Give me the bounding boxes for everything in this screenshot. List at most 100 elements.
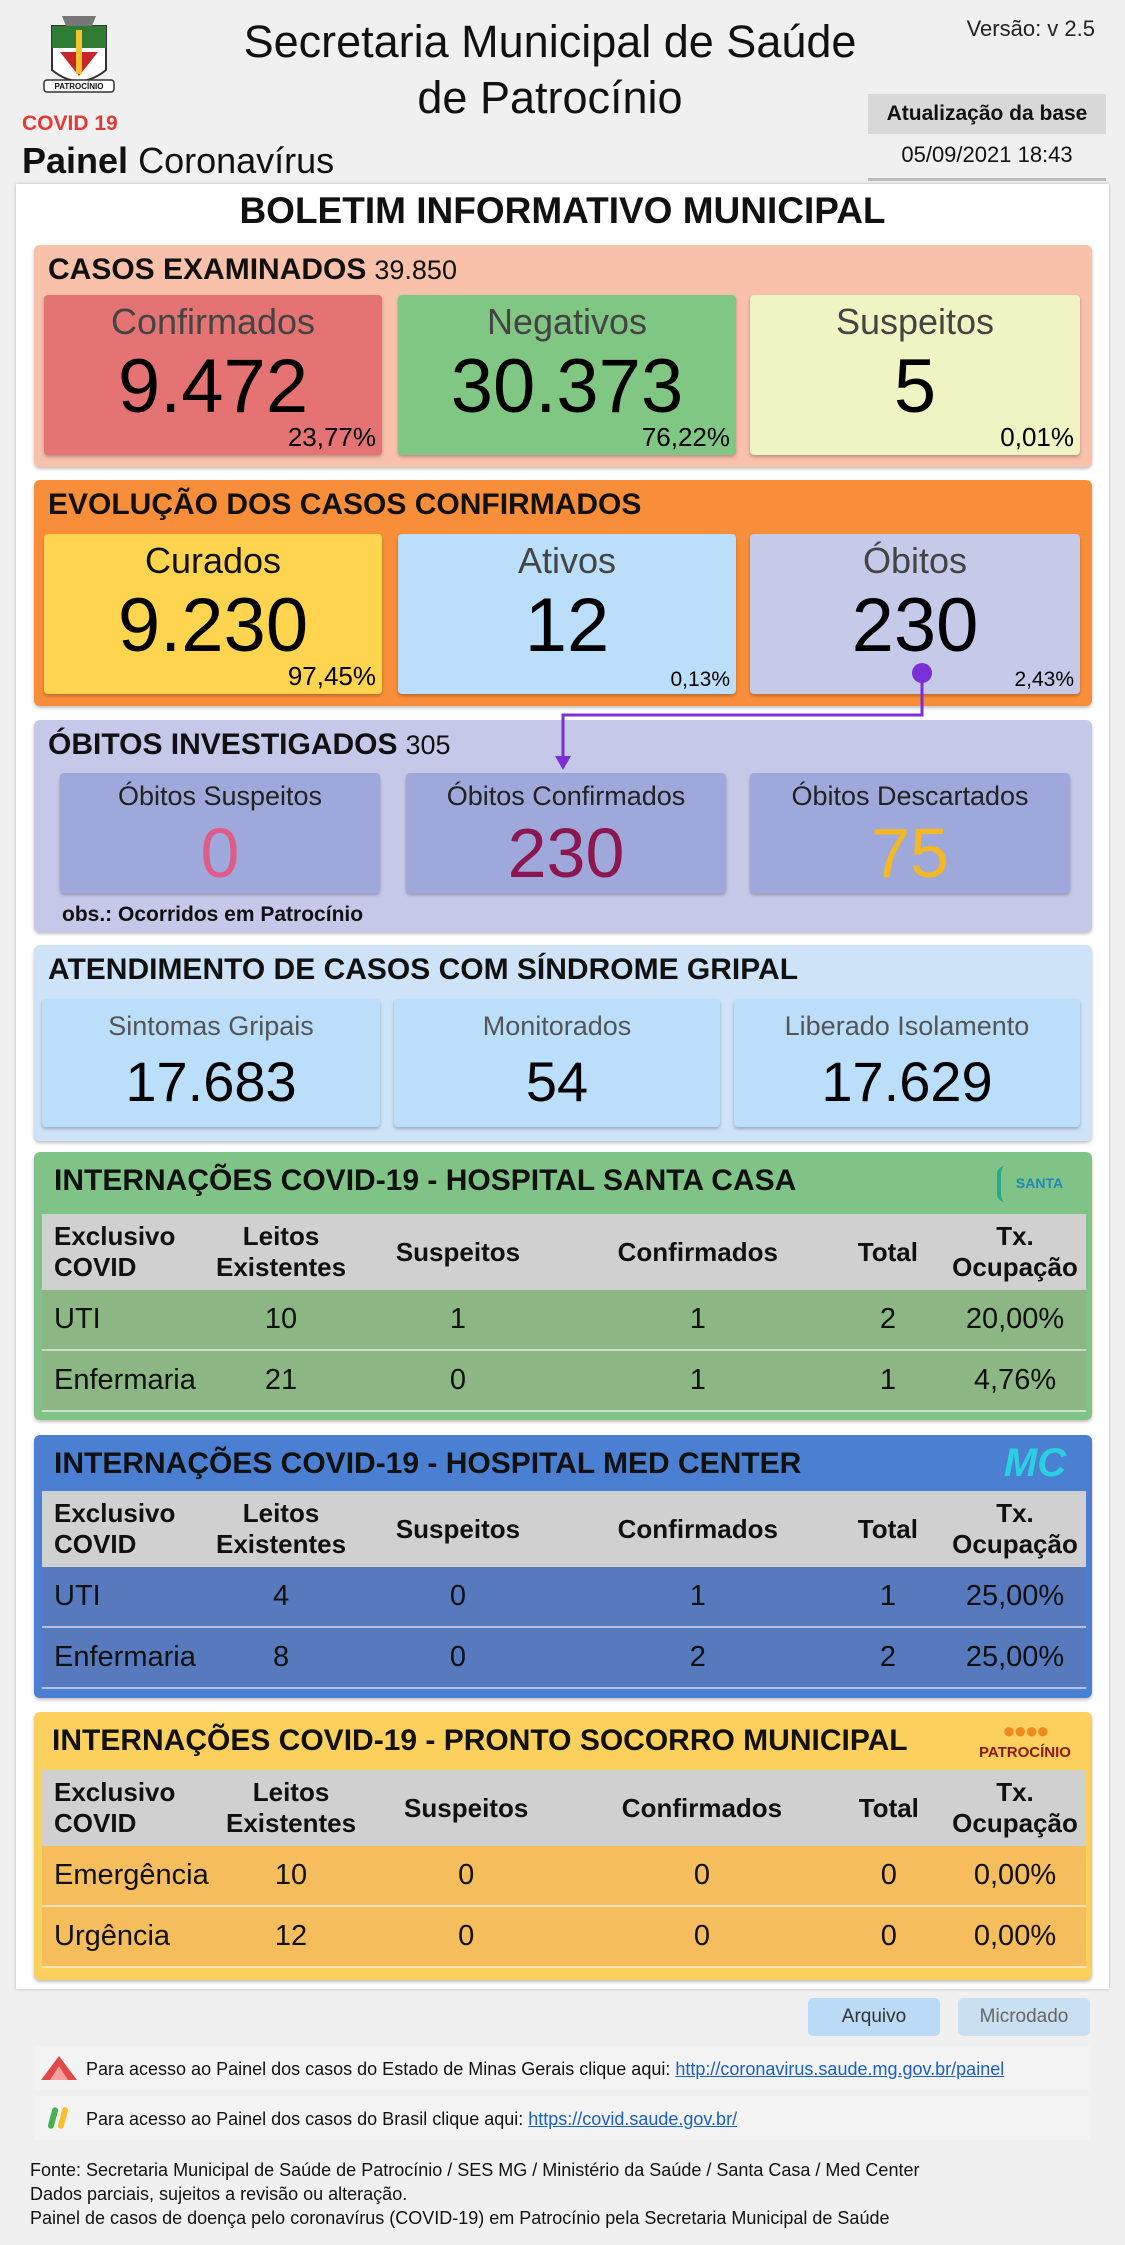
box-label: Óbitos Descartados bbox=[791, 781, 1029, 811]
box-label: Negativos bbox=[486, 301, 648, 342]
col-exclusivo: Exclusivo COVID bbox=[42, 1491, 210, 1567]
link-brasil[interactable]: https://covid.saude.gov.br/ bbox=[528, 2109, 738, 2129]
cell: Emergência bbox=[42, 1846, 220, 1907]
cell: Urgência bbox=[42, 1906, 220, 1968]
panel-title-rest: Coronavírus bbox=[138, 140, 335, 181]
liberado-isolamento-box: Liberado Isolamento 17.629 bbox=[734, 999, 1080, 1127]
footer-disclaimer: Dados parciais, sujeitos a revisão ou al… bbox=[30, 2184, 408, 2204]
col-exclusivo: Exclusivo COVID bbox=[42, 1770, 220, 1846]
cell: UTI bbox=[42, 1290, 210, 1351]
cell: 0 bbox=[833, 1906, 944, 1968]
link-mg[interactable]: http://coronavirus.saude.mg.gov.br/paine… bbox=[675, 2059, 1005, 2079]
table-row: UTI 4 0 1 1 25,00% bbox=[42, 1567, 1086, 1628]
obitos-confirmados-box: Óbitos Confirmados 230 bbox=[406, 773, 726, 893]
box-value: 9.230 bbox=[117, 583, 309, 668]
box-label: Óbitos Suspeitos bbox=[117, 781, 323, 811]
page-title: Secretaria Municipal de Saúde de Patrocí… bbox=[200, 14, 900, 126]
cell: 0 bbox=[352, 1567, 564, 1628]
box-value: 5 bbox=[893, 344, 937, 429]
col-ocupacao: Tx. Ocupação bbox=[944, 1770, 1086, 1846]
link-mg-label: Para acesso ao Painel dos casos do Estad… bbox=[86, 2059, 671, 2079]
box-label: Óbitos Confirmados bbox=[446, 781, 686, 811]
cell: 25,00% bbox=[944, 1627, 1086, 1689]
table-row: Enfermaria 8 0 2 2 25,00% bbox=[42, 1627, 1086, 1689]
cell: 1 bbox=[563, 1567, 832, 1628]
col-leitos: Leitos Existentes bbox=[210, 1214, 353, 1290]
table-row: Emergência 10 0 0 0 0,00% bbox=[42, 1846, 1086, 1907]
col-confirmados: Confirmados bbox=[563, 1214, 832, 1290]
microdado-button[interactable]: Microdado bbox=[958, 1998, 1090, 2036]
col-total: Total bbox=[831, 1491, 944, 1567]
table-header-row: Exclusivo COVID Leitos Existentes Suspei… bbox=[42, 1770, 1086, 1846]
footer-credit: Painel de casos de doença pelo coronavír… bbox=[30, 2208, 890, 2228]
monitorados-box: Monitorados 54 bbox=[394, 999, 720, 1127]
connector-arrow bbox=[555, 663, 932, 770]
panel-title: Painel Coronavírus bbox=[22, 140, 334, 182]
update-divider bbox=[868, 178, 1106, 181]
box-value: 75 bbox=[871, 814, 949, 892]
section-casos-examinados: CASOS EXAMINADOS 39.850 Confirmados 9.472… bbox=[34, 245, 1092, 467]
prefeitura-logo-text: PATROCÍNIO bbox=[979, 1744, 1071, 1761]
cell: Enfermaria bbox=[42, 1350, 210, 1412]
col-suspeitos: Suspeitos bbox=[362, 1770, 571, 1846]
casos-total: 39.850 bbox=[374, 255, 457, 285]
table-row: Urgência 12 0 0 0 0,00% bbox=[42, 1906, 1086, 1968]
box-label: Ativos bbox=[517, 540, 617, 581]
cell: 4 bbox=[210, 1567, 353, 1628]
suspeitos-box: Suspeitos 5 0,01% bbox=[750, 295, 1080, 455]
box-label: Confirmados bbox=[110, 301, 316, 342]
cell: 10 bbox=[210, 1290, 353, 1351]
cell: 2 bbox=[563, 1627, 832, 1689]
cell: 12 bbox=[220, 1906, 363, 1968]
link-row-text: Para acesso ao Painel dos casos do Brasi… bbox=[86, 2109, 737, 2130]
version-label: Versão: v 2.5 bbox=[966, 16, 1095, 41]
box-percent: 0,13% bbox=[670, 668, 730, 691]
obitos-title: ÓBITOS INVESTIGADOS bbox=[48, 728, 398, 761]
col-total: Total bbox=[831, 1214, 944, 1290]
box-label: Óbitos bbox=[862, 540, 968, 581]
cell: 0,00% bbox=[944, 1846, 1086, 1907]
box-label: Liberado Isolamento bbox=[784, 1011, 1030, 1041]
section-sindrome-gripal: ATENDIMENTO DE CASOS COM SÍNDROME GRIPAL… bbox=[34, 945, 1092, 1141]
box-value: 54 bbox=[525, 1050, 589, 1113]
obitos-total: 305 bbox=[405, 730, 451, 760]
col-ocupacao: Tx. Ocupação bbox=[944, 1214, 1086, 1290]
cell: 0 bbox=[362, 1906, 571, 1968]
cell: 25,00% bbox=[944, 1567, 1086, 1628]
box-percent: 76,22% bbox=[641, 422, 730, 452]
minas-gerais-icon bbox=[41, 2056, 77, 2080]
cell: 0 bbox=[570, 1846, 834, 1907]
box-value: 0 bbox=[200, 814, 240, 892]
cell: 21 bbox=[210, 1350, 353, 1412]
evolucao-title: EVOLUÇÃO DOS CASOS CONFIRMADOS bbox=[48, 488, 642, 521]
prefeitura-logo: ●●●● PATROCÍNIO bbox=[970, 1718, 1080, 1768]
ativos-box: Ativos 12 0,13% bbox=[398, 534, 736, 694]
col-leitos: Leitos Existentes bbox=[220, 1770, 363, 1846]
cell: 0 bbox=[570, 1906, 834, 1968]
cell: 1 bbox=[352, 1290, 564, 1351]
cell: 2 bbox=[831, 1290, 944, 1351]
box-percent: 97,45% bbox=[287, 661, 376, 691]
box-value: 17.683 bbox=[125, 1050, 297, 1113]
box-value: 9.472 bbox=[117, 344, 309, 429]
table-header-row: Exclusivo COVID Leitos Existentes Suspei… bbox=[42, 1214, 1086, 1290]
cell: 8 bbox=[210, 1627, 353, 1689]
municipal-crest-logo bbox=[38, 12, 120, 104]
crest-text: PATROCÍNIO bbox=[54, 82, 104, 91]
col-confirmados: Confirmados bbox=[563, 1491, 832, 1567]
box-value: 30.373 bbox=[450, 344, 684, 429]
link-brasil-label: Para acesso ao Painel dos casos do Brasi… bbox=[86, 2109, 524, 2129]
page-title-line1: Secretaria Municipal de Saúde bbox=[243, 16, 857, 67]
col-suspeitos: Suspeitos bbox=[352, 1491, 564, 1567]
section-pronto-socorro: INTERNAÇÕES COVID-19 - PRONTO SOCORRO MU… bbox=[34, 1712, 1092, 1980]
box-label: Sintomas Gripais bbox=[108, 1011, 314, 1041]
box-value: 17.629 bbox=[821, 1050, 993, 1113]
pronto-socorro-title: INTERNAÇÕES COVID-19 - PRONTO SOCORRO MU… bbox=[52, 1724, 908, 1757]
link-row-text: Para acesso ao Painel dos casos do Estad… bbox=[86, 2059, 1004, 2080]
cell: 1 bbox=[563, 1290, 832, 1351]
bulletin-title: BOLETIM INFORMATIVO MUNICIPAL bbox=[239, 190, 886, 231]
cell: UTI bbox=[42, 1567, 210, 1628]
cell: 0,00% bbox=[944, 1906, 1086, 1968]
arquivo-button[interactable]: Arquivo bbox=[808, 1998, 940, 2036]
update-date: 05/09/2021 18:43 bbox=[901, 142, 1073, 167]
